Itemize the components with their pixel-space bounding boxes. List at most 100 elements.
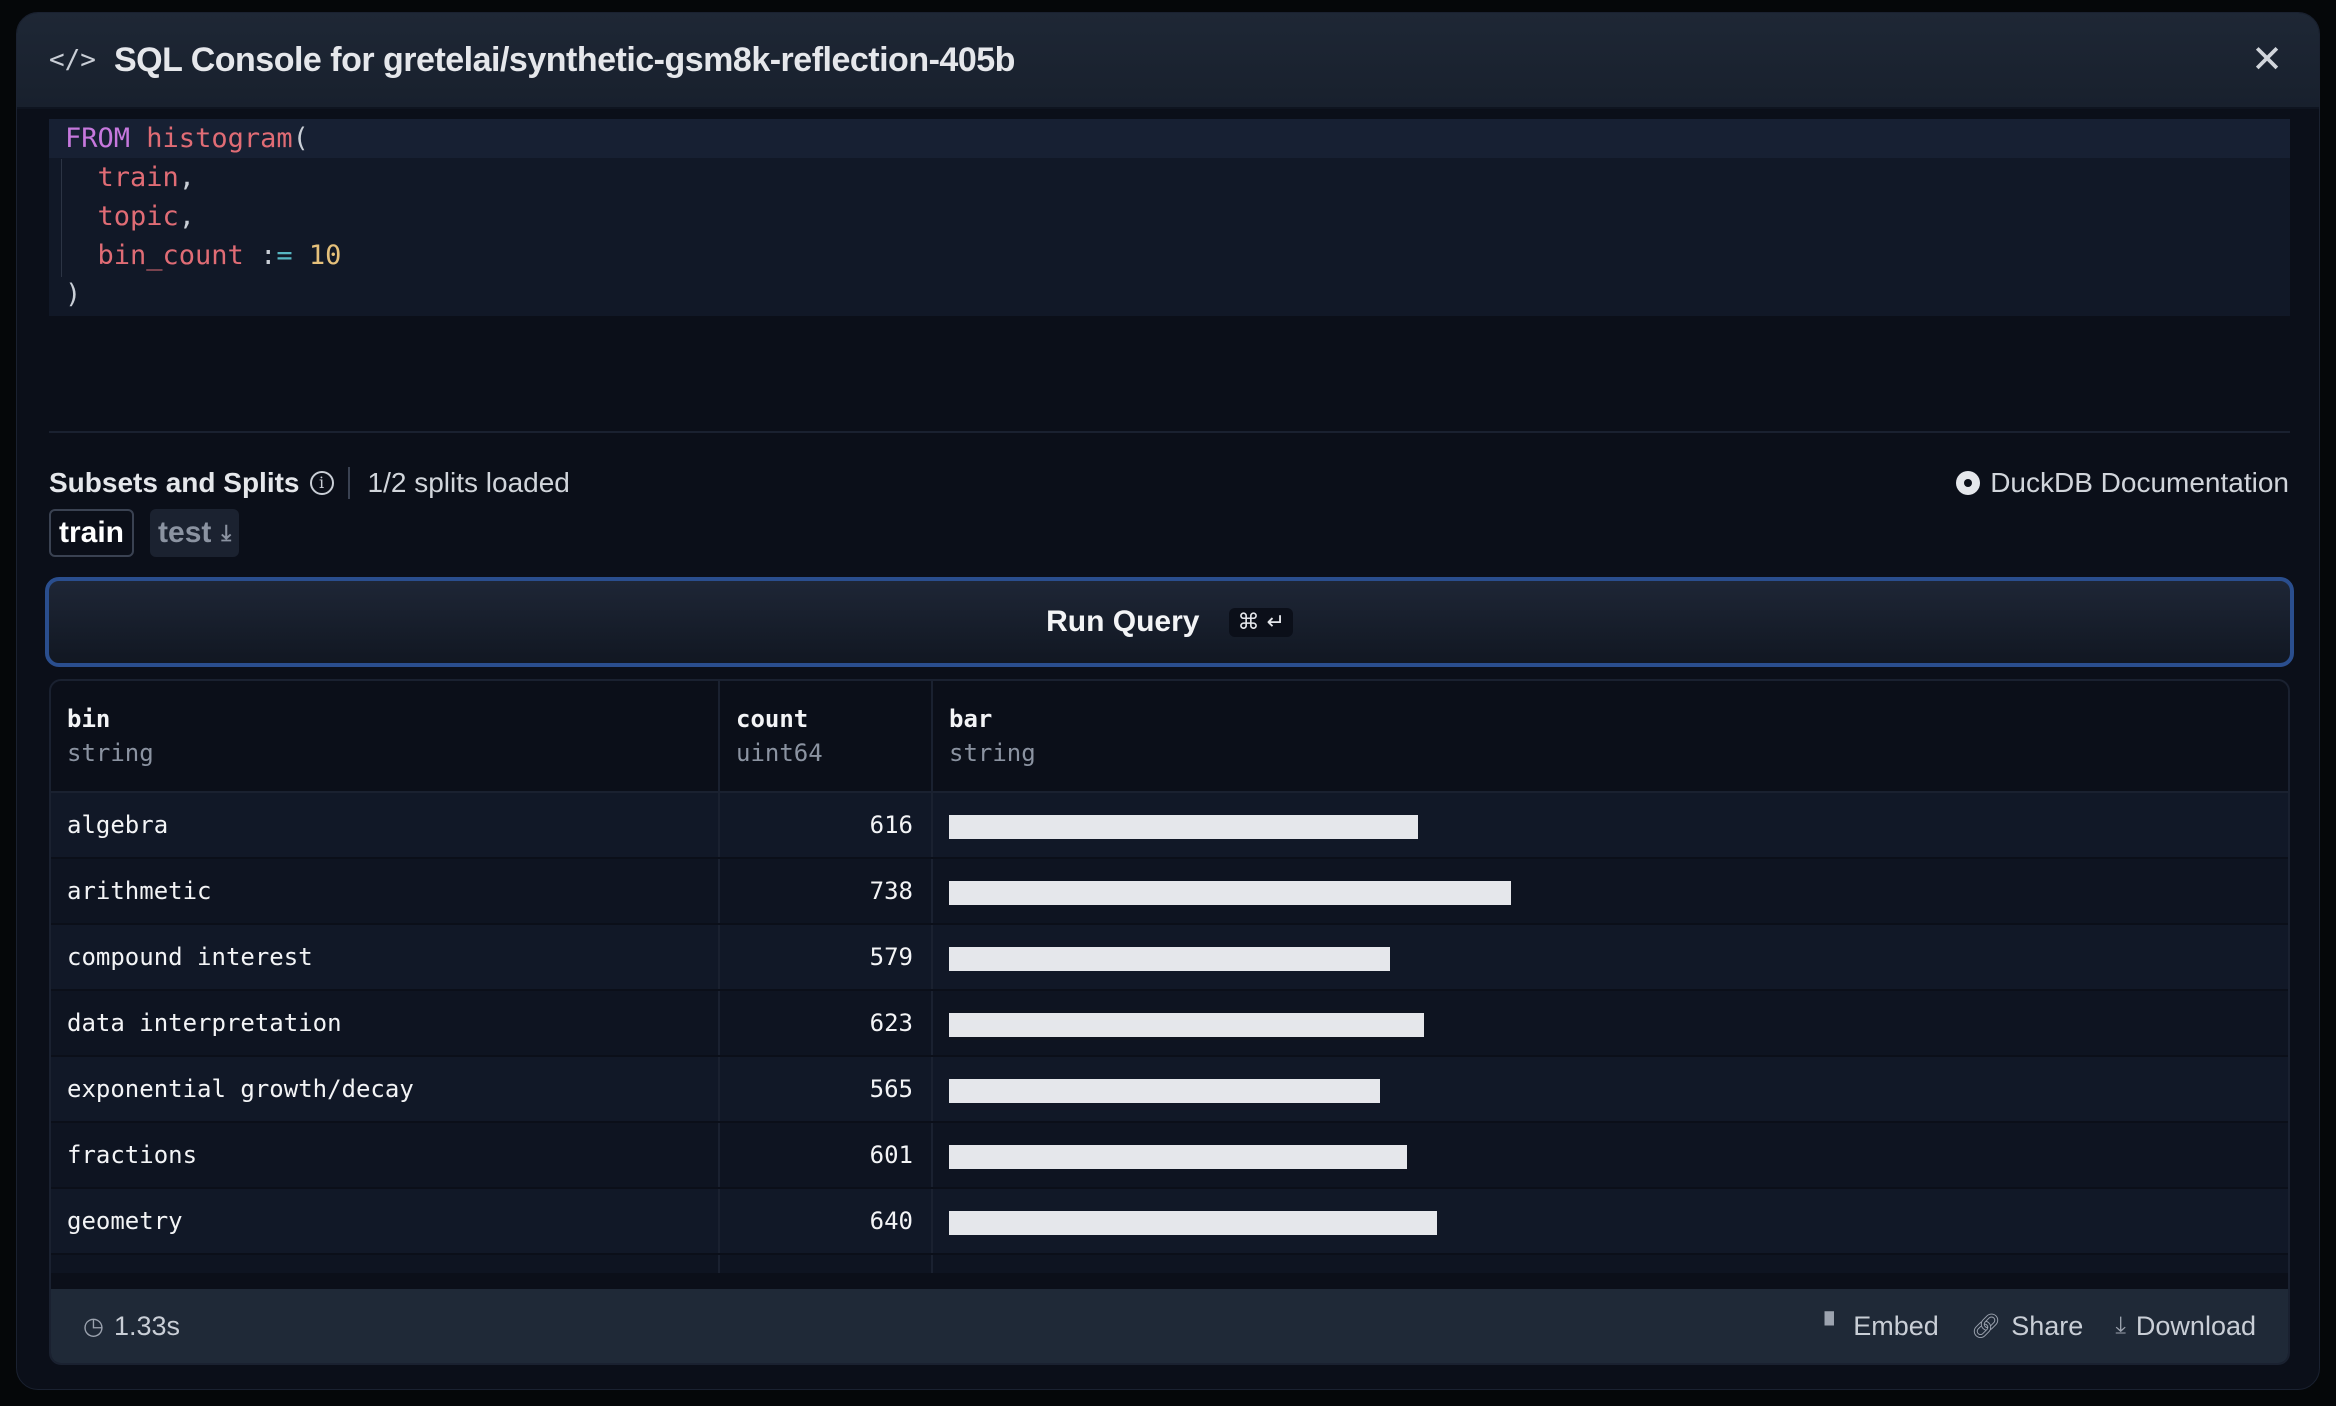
code-token: , [178, 162, 196, 193]
cell-bar [933, 925, 2288, 989]
duckdb-docs-label: DuckDB Documentation [1990, 467, 2289, 498]
cell-count: 640 [720, 1189, 933, 1253]
clock-icon: ◷ [83, 1312, 104, 1340]
close-icon[interactable]: ✕ [2251, 39, 2283, 81]
histogram-bar [949, 881, 1511, 905]
cell-count: 616 [720, 793, 933, 857]
share-label: Share [2011, 1310, 2084, 1341]
table-row[interactable]: arithmetic 738 [51, 859, 2288, 925]
divider [49, 431, 2290, 433]
code-token: bin_count [65, 240, 244, 271]
histogram-bar [949, 1145, 1407, 1169]
cell-bin: exponential growth/decay [51, 1057, 720, 1121]
results-footer: ◷ 1.33s ▘ Embed 🔗︎ Share ⤓ Download [51, 1289, 2288, 1363]
embed-button[interactable]: ▘ Embed [1825, 1311, 1939, 1342]
code-token [293, 240, 309, 271]
duckdb-docs-link[interactable]: DuckDB Documentation [1956, 463, 2289, 503]
cell-bin: algebra [51, 793, 720, 857]
sql-editor[interactable]: FROM histogram( train, topic, bin_count … [49, 119, 2290, 316]
code-token: topic [65, 201, 179, 232]
table-row[interactable]: data interpretation 623 [51, 991, 2288, 1057]
subsets-label: Subsets and Splits [49, 467, 300, 498]
cell-bin: compound interest [51, 925, 720, 989]
download-icon: ⤓ [221, 520, 232, 545]
cell-bin [51, 1255, 720, 1273]
modal-header: </> SQL Console for gretelai/synthetic-g… [17, 13, 2319, 109]
code-line: ) [49, 275, 2290, 314]
cell-bar [933, 1057, 2288, 1121]
code-token: 10 [308, 240, 342, 271]
indent-guide [61, 159, 62, 277]
run-query-label: Run Query [1046, 605, 1200, 638]
column-name: count [736, 705, 809, 733]
code-token [130, 123, 146, 154]
cell-count: 579 [720, 925, 933, 989]
code-token: = [276, 240, 293, 271]
cell-count [720, 1255, 933, 1273]
cell-bar [933, 859, 2288, 923]
table-row[interactable]: exponential growth/decay 565 [51, 1057, 2288, 1123]
cell-bin: data interpretation [51, 991, 720, 1055]
cell-bin: geometry [51, 1189, 720, 1253]
table-row-partial[interactable] [51, 1255, 2288, 1273]
share-button[interactable]: 🔗︎ Share [1971, 1311, 2084, 1342]
code-token: train [65, 162, 179, 193]
duckdb-icon [1956, 471, 1981, 495]
run-query-button[interactable]: Run Query ⌘ ↵ [45, 577, 2294, 667]
cell-count: 738 [720, 859, 933, 923]
split-tab-train[interactable]: train [49, 509, 135, 557]
download-button[interactable]: ⤓ Download [2115, 1311, 2256, 1342]
cell-count: 623 [720, 991, 933, 1055]
query-time-value: 1.33s [113, 1310, 181, 1341]
column-header-count[interactable]: count uint64 [720, 681, 933, 791]
code-token: histogram [146, 123, 293, 154]
split-tab-test[interactable]: test ⤓ [150, 509, 240, 557]
code-line: FROM histogram( [49, 119, 2290, 158]
split-tabs: train test ⤓ [49, 509, 240, 557]
sql-console-modal: </> SQL Console for gretelai/synthetic-g… [16, 12, 2320, 1390]
info-icon[interactable]: i [309, 471, 334, 495]
keyboard-shortcut: ⌘ ↵ [1229, 607, 1293, 637]
histogram-bar [949, 1211, 1437, 1235]
table-body[interactable]: algebra 616 arithmetic 738 compound inte… [51, 793, 2288, 1273]
download-icon: ⤓ [2115, 1312, 2126, 1339]
histogram-bar [949, 1079, 1380, 1103]
table-row[interactable]: fractions 601 [51, 1123, 2288, 1189]
table-header: bin string count uint64 bar string [51, 681, 2288, 793]
query-time: ◷ 1.33s [83, 1311, 180, 1342]
cell-count: 565 [720, 1057, 933, 1121]
histogram-bar [949, 815, 1418, 839]
splits-status: 1/2 splits loaded [367, 467, 570, 498]
code-line: bin_count := 10 [49, 236, 2290, 275]
cell-bar [933, 991, 2288, 1055]
code-token: FROM [65, 123, 131, 154]
modal-title: SQL Console for gretelai/synthetic-gsm8k… [113, 40, 1015, 79]
cell-count: 601 [720, 1123, 933, 1187]
embed-icon: ▘ [1824, 1312, 1844, 1340]
results-table: bin string count uint64 bar string algebra … [49, 679, 2290, 1365]
code-line: topic, [49, 197, 2290, 236]
subsets-header: Subsets and Splits i 1/2 splits loaded [49, 463, 570, 503]
code-token: , [178, 201, 196, 232]
code-token: ( [292, 123, 309, 154]
table-row[interactable]: compound interest 579 [51, 925, 2288, 991]
cell-bar [933, 1255, 2288, 1273]
cell-bin: arithmetic [51, 859, 720, 923]
cell-bar [933, 1189, 2288, 1253]
histogram-bar [949, 1013, 1424, 1037]
histogram-bar [949, 947, 1390, 971]
table-row[interactable]: geometry 640 [51, 1189, 2288, 1255]
column-header-bin[interactable]: bin string [51, 681, 720, 791]
embed-label: Embed [1853, 1310, 1939, 1341]
column-type: uint64 [736, 739, 823, 767]
code-line: train, [49, 158, 2290, 197]
column-type: string [67, 739, 154, 767]
code-token: : [243, 240, 277, 271]
column-header-bar[interactable]: bar string [933, 681, 2288, 791]
split-label: test [158, 516, 212, 549]
table-row[interactable]: algebra 616 [51, 793, 2288, 859]
separator [347, 467, 350, 499]
cell-bar [933, 1123, 2288, 1187]
link-icon: 🔗︎ [1970, 1312, 2002, 1340]
code-token: ) [65, 279, 82, 310]
